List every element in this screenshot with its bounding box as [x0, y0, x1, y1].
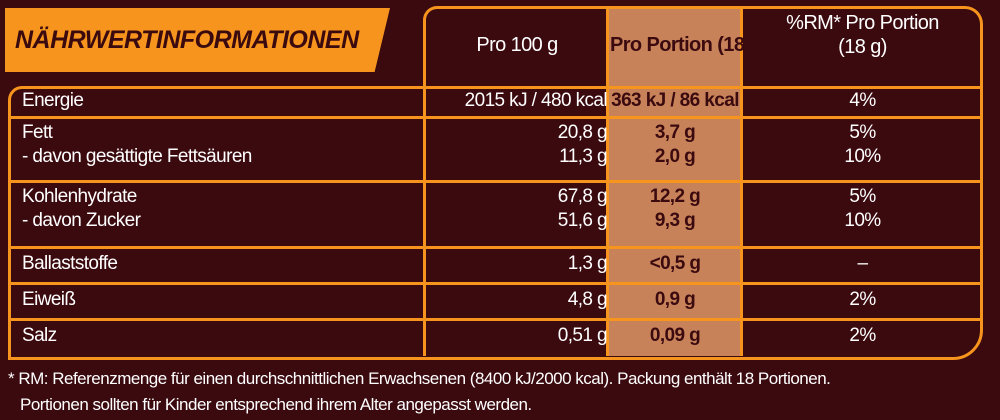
- row-rm: 10%: [844, 210, 881, 231]
- footnote-line1: * RM: Referenzmenge für einen durchschni…: [8, 369, 831, 388]
- row-rm: 2%: [849, 325, 876, 346]
- row-rm: 5%: [849, 122, 876, 143]
- row-label: Salz: [22, 325, 57, 346]
- row-rm: 4%: [849, 90, 876, 111]
- table-body-frame: [8, 86, 983, 360]
- row-label: Fett: [22, 122, 53, 143]
- header-portion: Pro Portion (18 g): [610, 34, 768, 56]
- row-rm: 5%: [849, 186, 876, 207]
- row-per100: 51,6 g: [557, 210, 608, 231]
- divider: [8, 282, 983, 285]
- row-per100: 1,3 g: [567, 253, 608, 274]
- row-portion: 12,2 g: [649, 186, 701, 207]
- divider: [8, 318, 983, 321]
- row-rm: 10%: [844, 146, 881, 167]
- row-portion: <0,5 g: [649, 253, 701, 274]
- row-portion: 363 kJ / 86 kcal: [611, 90, 739, 111]
- row-rm: 2%: [849, 289, 876, 310]
- row-per100: 4,8 g: [567, 289, 608, 310]
- row-per100: 2015 kJ / 480 kcal: [464, 90, 608, 111]
- footnote-line2: Portionen sollten für Kinder entsprechen…: [20, 395, 532, 414]
- row-portion: 0,9 g: [654, 289, 696, 310]
- divider: [8, 116, 983, 119]
- row-label: Ballaststoffe: [22, 253, 118, 274]
- row-label: - davon Zucker: [22, 210, 141, 231]
- divider: [8, 180, 983, 183]
- divider: [423, 86, 426, 356]
- row-label: Eiweiß: [22, 289, 76, 310]
- row-label: Kohlenhydrate: [22, 186, 137, 207]
- row-label: Energie: [22, 90, 84, 111]
- row-portion: 3,7 g: [654, 122, 696, 143]
- row-per100: 0,51 g: [557, 325, 608, 346]
- header-rm-line2: (18 g): [838, 36, 887, 58]
- row-rm: –: [857, 253, 869, 274]
- row-per100: 11,3 g: [559, 146, 607, 167]
- title: NÄHRWERTINFORMATIONEN: [15, 26, 359, 54]
- row-portion: 9,3 g: [654, 210, 696, 231]
- divider: [8, 246, 983, 249]
- row-per100: 20,8 g: [557, 122, 608, 143]
- header-rm-line1: %RM* Pro Portion: [786, 12, 939, 34]
- title-banner: NÄHRWERTINFORMATIONEN: [5, 8, 390, 72]
- row-per100: 67,8 g: [557, 186, 608, 207]
- row-label: - davon gesättigte Fettsäuren: [22, 146, 252, 167]
- row-portion: 2,0 g: [654, 146, 696, 167]
- row-portion: 0,09 g: [649, 325, 701, 346]
- header-per100: Pro 100 g: [476, 34, 558, 56]
- header-box: [423, 6, 983, 89]
